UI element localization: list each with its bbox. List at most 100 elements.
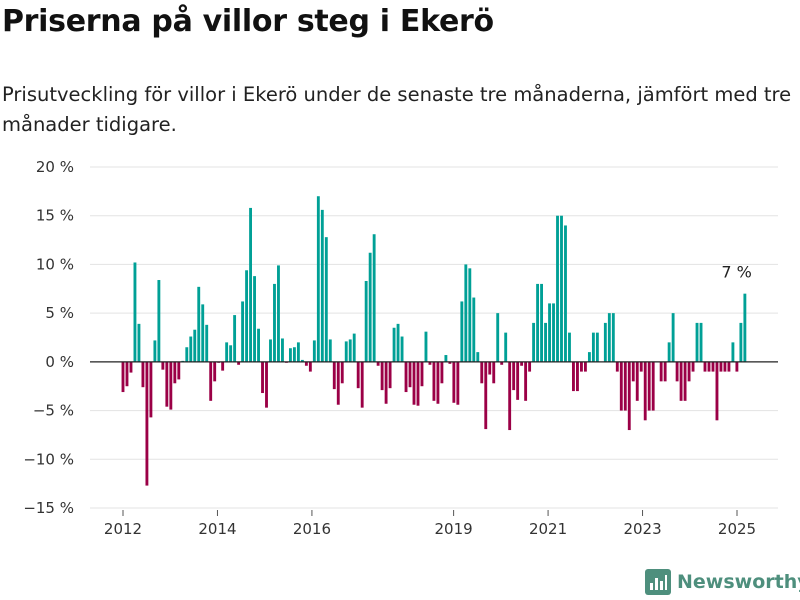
bar <box>308 361 312 372</box>
bar <box>707 361 711 372</box>
bar <box>572 361 575 392</box>
bar <box>400 336 404 362</box>
annotation-label: 7 % <box>721 263 751 282</box>
bar <box>719 361 723 372</box>
bar <box>723 361 727 372</box>
bar <box>261 361 264 394</box>
bar <box>627 361 631 431</box>
bar <box>388 361 392 389</box>
bar <box>687 361 691 382</box>
bar <box>316 196 320 362</box>
bar <box>544 322 547 362</box>
bar <box>552 303 555 362</box>
bar <box>169 361 173 410</box>
bar <box>213 361 217 382</box>
bar <box>288 348 292 362</box>
bar <box>444 355 448 362</box>
bar <box>153 340 157 362</box>
bar <box>576 361 579 392</box>
bar <box>428 361 432 365</box>
bar <box>496 313 500 362</box>
bar <box>556 215 559 362</box>
bar <box>360 361 364 408</box>
gridlines <box>90 166 778 509</box>
x-tick-label: 2021 <box>529 520 567 538</box>
bar <box>336 361 340 405</box>
bar <box>504 332 508 362</box>
bar <box>639 361 643 372</box>
bar <box>173 361 177 384</box>
bar <box>679 361 683 401</box>
bar <box>189 336 193 362</box>
bar <box>460 301 464 362</box>
bar <box>229 345 233 362</box>
bar <box>209 361 213 401</box>
bar <box>376 361 380 366</box>
bar <box>512 361 516 391</box>
bar <box>177 361 181 380</box>
y-tick-label: 10 % <box>36 255 74 273</box>
bar <box>296 342 300 362</box>
bar <box>583 361 587 372</box>
bar <box>516 361 520 400</box>
bar <box>125 361 129 387</box>
bar <box>412 361 416 405</box>
bar <box>372 234 376 362</box>
bar <box>392 327 396 362</box>
bar <box>540 283 543 362</box>
bar <box>129 361 133 373</box>
bar <box>253 276 256 362</box>
chart-title: Priserna på villor steg i Ekerö <box>2 4 494 39</box>
bar <box>364 280 368 362</box>
bar <box>731 342 735 362</box>
bar <box>691 361 695 372</box>
bar <box>739 322 743 362</box>
bar <box>432 361 436 401</box>
bar <box>520 361 524 366</box>
bar <box>141 361 145 388</box>
bar <box>711 361 715 372</box>
bar <box>735 361 739 372</box>
bar <box>675 361 679 382</box>
bar <box>560 215 563 362</box>
bar <box>416 361 420 406</box>
bar <box>548 303 551 362</box>
bar <box>536 283 540 362</box>
bar <box>368 252 372 362</box>
x-tick-label: 2025 <box>718 520 756 538</box>
bar <box>233 315 237 362</box>
bar <box>277 265 280 362</box>
bar <box>743 293 747 362</box>
bar <box>580 361 583 372</box>
bar <box>591 332 595 362</box>
bar <box>304 361 308 366</box>
bar <box>205 324 209 362</box>
bar <box>404 361 408 393</box>
bar <box>603 322 607 362</box>
bar <box>281 338 284 362</box>
bar <box>452 361 456 403</box>
bar <box>157 280 161 362</box>
bar <box>249 207 252 362</box>
bar <box>715 361 719 421</box>
bar <box>508 361 512 431</box>
x-tick-label: 2016 <box>293 520 331 538</box>
bar <box>468 268 472 362</box>
y-tick-label: 5 % <box>45 304 74 322</box>
y-tick-label: 15 % <box>36 207 74 225</box>
y-tick-label: −5 % <box>33 402 74 420</box>
x-tick-label: 2014 <box>198 520 236 538</box>
bar <box>480 361 484 384</box>
bar <box>312 340 316 362</box>
bar <box>436 361 440 404</box>
brand-name: Newsworthy <box>677 571 800 593</box>
brand-logo: Newsworthy <box>645 569 800 595</box>
bar <box>237 361 241 365</box>
bar <box>221 361 225 371</box>
newsworthy-logo-icon <box>645 569 671 595</box>
y-tick-label: −15 % <box>23 499 74 517</box>
bars <box>121 196 747 486</box>
bar <box>643 361 647 421</box>
x-tick-label: 2012 <box>104 520 142 538</box>
